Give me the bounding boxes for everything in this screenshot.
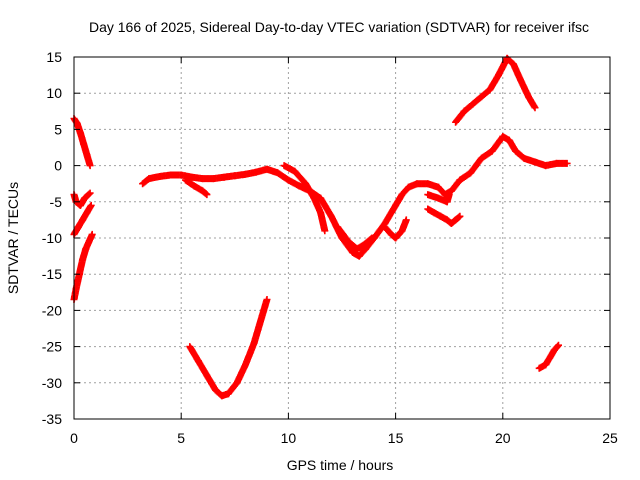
- axis-ticks: 0 5 10 15 20 25 15 10 5 0 -5 -10 -15 -20 -25 -30 -35: [42, 49, 618, 446]
- data-trace: [182, 176, 211, 199]
- data-points: [70, 54, 571, 400]
- y-tick-label: 10: [46, 85, 62, 101]
- data-point: [85, 190, 93, 198]
- data-point: [368, 234, 376, 242]
- x-tick-label: 25: [602, 430, 618, 446]
- x-tick-label: 10: [281, 430, 297, 446]
- data-trace: [70, 115, 94, 170]
- data-trace: [334, 223, 376, 253]
- y-tick-label: -10: [42, 230, 62, 246]
- data-point: [563, 159, 571, 167]
- y-tick-label: -35: [42, 411, 62, 427]
- grid-lines: [74, 57, 610, 419]
- x-tick-label: 20: [495, 430, 511, 446]
- y-tick-label: 5: [54, 121, 62, 137]
- x-tick-label: 15: [388, 430, 404, 446]
- x-tick-label: 0: [70, 430, 78, 446]
- data-point: [86, 189, 94, 197]
- y-tick-label: -5: [50, 194, 63, 210]
- y-tick-label: -30: [42, 375, 62, 391]
- data-trace: [381, 216, 410, 242]
- y-tick-label: -15: [42, 266, 62, 282]
- y-tick-label: -25: [42, 339, 62, 355]
- data-point: [263, 296, 271, 303]
- y-tick-label: -20: [42, 302, 62, 318]
- y-tick-label: 0: [54, 158, 62, 174]
- data-point: [86, 162, 94, 170]
- data-point: [555, 341, 562, 349]
- x-axis-label: GPS time / hours: [287, 457, 394, 473]
- data-trace: [186, 296, 271, 400]
- data-point: [321, 227, 329, 235]
- data-point: [87, 201, 95, 209]
- data-point: [88, 230, 96, 238]
- data-trace: [70, 201, 95, 238]
- data-trace: [452, 54, 539, 126]
- data-point: [402, 216, 410, 224]
- x-tick-label: 5: [177, 430, 185, 446]
- y-tick-label: 15: [46, 49, 62, 65]
- data-point: [456, 212, 464, 220]
- y-axis-label: SDTVAR / TECUs: [5, 182, 21, 294]
- data-point: [203, 191, 211, 199]
- data-trace: [535, 341, 562, 372]
- data-point: [445, 191, 453, 199]
- data-trace: [70, 189, 94, 209]
- data-trace: [139, 133, 571, 260]
- data-point: [531, 104, 539, 112]
- data-trace: [424, 205, 464, 227]
- chart-title: Day 166 of 2025, Sidereal Day-to-day VTE…: [89, 19, 589, 35]
- data-trace: [424, 191, 453, 206]
- data-trace: [280, 162, 329, 235]
